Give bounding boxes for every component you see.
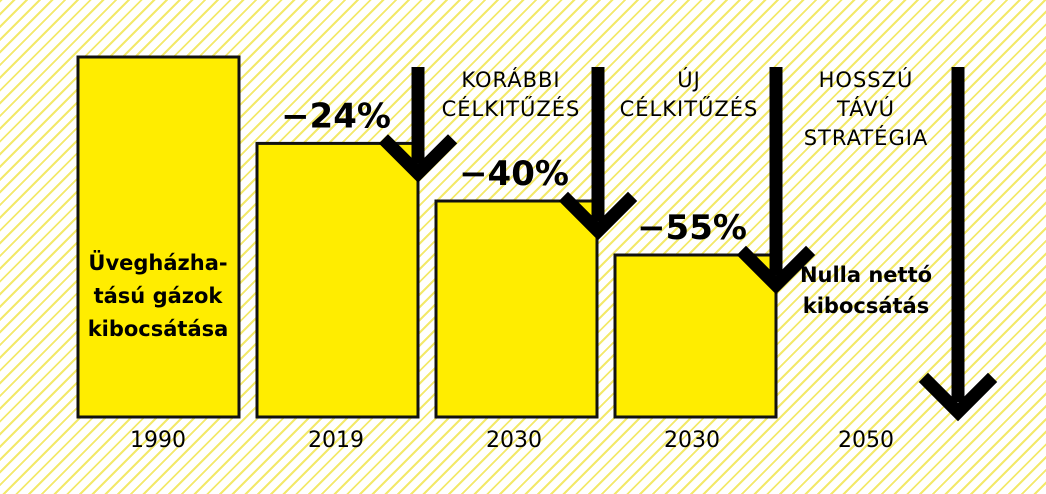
arrow-caption-2-line: HOSSZÚ	[819, 67, 914, 92]
net-zero-label-line: Nulla nettó	[800, 263, 932, 287]
arrow-caption-0-line: KORÁBBI	[461, 67, 560, 92]
first-bar-label-line: kibocsátása	[88, 317, 229, 341]
bar-label-3: −55%	[637, 208, 747, 248]
x-tick-label: 2019	[308, 428, 364, 453]
x-tick-label: 2030	[664, 428, 720, 453]
net-zero-label-line: kibocsátás	[803, 294, 929, 318]
first-bar-label-line: Üvegházha-	[88, 250, 227, 275]
bar-label-1: −24%	[281, 96, 391, 136]
arrow-caption-1-line: CÉLKITŰZÉS	[620, 96, 759, 121]
arrow-caption-2-line: TÁVÚ	[836, 96, 895, 121]
bar-label-2: −40%	[459, 154, 569, 194]
arrow-head-3	[918, 372, 998, 422]
x-tick-label: 2030	[486, 428, 542, 453]
x-tick-label: 1990	[130, 428, 186, 453]
x-tick-label: 2050	[838, 428, 894, 453]
arrow-head-0	[378, 134, 458, 183]
bar-3	[613, 253, 778, 419]
arrow-head-2	[736, 245, 816, 295]
arrow-caption-2-line: STRATÉGIA	[804, 125, 929, 150]
bar-2	[434, 199, 599, 419]
bar-1	[255, 141, 420, 419]
arrow-caption-1-line: ÚJ	[677, 67, 701, 92]
bar-0	[76, 55, 241, 419]
first-bar-label-line: tású gázok	[94, 284, 224, 308]
arrow-caption-0-line: CÉLKITŰZÉS	[442, 96, 581, 121]
arrow-head-1	[558, 191, 638, 241]
